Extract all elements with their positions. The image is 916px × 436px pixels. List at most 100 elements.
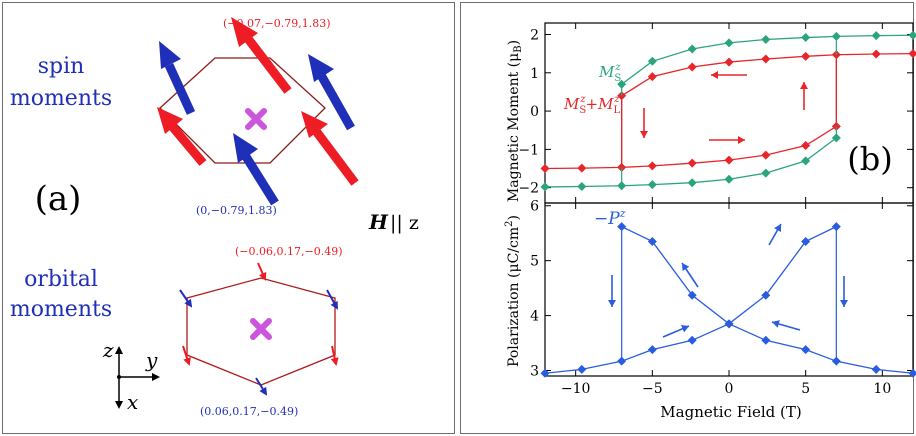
orbital-title-line1: orbital [24, 267, 98, 292]
polarization-point [687, 335, 697, 345]
polarization-arrow-down-left-head [608, 300, 616, 307]
orb-arrow-blue-tl [179, 289, 193, 308]
moment-arrow-left [711, 71, 747, 79]
axis-y-label: y [145, 348, 158, 372]
polarization-arrow-upleft-head [682, 263, 690, 272]
moment-point [801, 141, 811, 151]
panel-b: −2 −1 0 1 2 −10 −5 0 5 10 3 4 5 6 Magnetic Moment (μ… [460, 2, 916, 434]
polarization-arrow-upright-head [774, 224, 781, 233]
moment-point [687, 178, 697, 188]
polarization-xtick-label: −5 [642, 381, 663, 397]
moment-point [761, 54, 771, 64]
axis-z-label: z [102, 338, 114, 362]
spin-arrow-blue-1 [159, 41, 196, 115]
polarization-point [724, 319, 734, 329]
orbital-title-line2: moments [10, 297, 112, 322]
polarization-xtick-label: 0 [725, 381, 734, 397]
polarization-point [871, 364, 881, 374]
moment-point [540, 182, 550, 192]
legend-ms: MSz [598, 62, 621, 84]
polarization-plot: −10 −5 0 5 10 3 4 5 6 [530, 199, 916, 397]
moment-ytick-label: 1 [530, 66, 539, 82]
polarization-point [801, 345, 811, 355]
panel-a-figure: spin moments [10, 17, 419, 418]
polarization-arrow-down-right-head [840, 300, 848, 307]
polarization-point [908, 368, 916, 378]
moment-point [908, 30, 916, 40]
polarization-arrow-upleft [681, 262, 699, 288]
field-label: H [368, 210, 389, 234]
orb-arrow-blue-tr [326, 289, 338, 310]
legend-msml: MSz+MLz [563, 94, 620, 116]
moment-point [687, 44, 697, 54]
moment-point [724, 57, 734, 67]
polarization-point [540, 368, 550, 378]
polarization-arrow-down-right [840, 276, 848, 307]
panel-b-label: (b) [847, 140, 892, 178]
moment-arrow-down-head [640, 131, 648, 138]
magnetic-moment-plot: −2 −1 0 1 2 [518, 22, 916, 204]
polarization-xtick-label: −10 [561, 381, 591, 397]
moment-arrow-right-head [738, 136, 745, 144]
moment-arrow-down [640, 108, 648, 138]
orb-arrow-red-top [257, 262, 267, 281]
polarization-point [647, 236, 657, 246]
moment-point [647, 56, 657, 66]
spin-arrow-red-3 [301, 111, 359, 186]
orb-coord-top: (−0.06,0.17,−0.49) [235, 245, 343, 258]
polarization-series-line [544, 226, 837, 374]
polarization-ytick-label: 3 [530, 364, 539, 380]
spin-arrow-red-2 [157, 107, 207, 166]
legend-p: −Pz [594, 207, 626, 229]
moment-point [801, 156, 811, 166]
moment-point [540, 164, 550, 174]
moment-point [761, 168, 771, 178]
spin-arrow-blue-2 [308, 54, 355, 131]
moment-point [577, 182, 587, 192]
moment-point [801, 33, 811, 43]
orb-arrow-red-bl [182, 345, 191, 366]
moment-point [871, 49, 881, 59]
polarization-point [801, 236, 811, 246]
spin-arrow-blue-3 [233, 133, 279, 206]
moment-arrow-up-head [800, 82, 808, 89]
polarization-point [647, 345, 657, 355]
polarization-point [687, 290, 697, 300]
moment-point [761, 150, 771, 160]
polarization-xtick-label: 5 [801, 381, 810, 397]
orb-coord-bottom: (0.06,0.17,−0.49) [200, 405, 298, 418]
polarization-ytick-label: 5 [530, 254, 539, 270]
spin-title-line2: moments [10, 86, 112, 111]
moment-arrow-up [800, 82, 808, 110]
spin-coord-bottom: (0,−0.79,1.83) [196, 204, 277, 217]
panel-a-label: (a) [35, 179, 82, 219]
polarization-arrow-right [662, 325, 690, 338]
polarization-ytick-label: 4 [530, 309, 539, 325]
polarization-ytick-label: 6 [530, 199, 539, 215]
moment-point [577, 163, 587, 173]
polarization-arrow-upright [768, 223, 782, 246]
moment-point [687, 158, 697, 168]
spin-hexagon [159, 57, 326, 164]
spin-arrow-red-1 [231, 17, 292, 94]
top-ylabel: Magnetic Moment (μB) [506, 40, 524, 202]
polarization-arrow-down-left [608, 275, 616, 307]
moment-ytick-label: 0 [530, 104, 539, 120]
polarization-arrow-left [771, 320, 801, 331]
moment-point [724, 155, 734, 165]
field-suffix: || z [390, 212, 419, 234]
polarization-point [761, 335, 771, 345]
bottom-ylabel: Polarization (μC/cm2) [504, 215, 522, 367]
moment-arrow-right [709, 136, 745, 144]
orb-arrow-blue-bottom [255, 377, 268, 396]
polarization-point [577, 364, 587, 374]
moment-ytick-label: −1 [518, 142, 539, 158]
moment-point [871, 31, 881, 41]
moment-point [724, 38, 734, 48]
polarization-series-line [621, 226, 914, 374]
x-axis-label: Magnetic Field (T) [660, 403, 801, 421]
polarization-arrow-right-head [680, 325, 689, 333]
moment-arrow-left-head [711, 71, 718, 79]
panel-a: spin moments [2, 2, 455, 434]
